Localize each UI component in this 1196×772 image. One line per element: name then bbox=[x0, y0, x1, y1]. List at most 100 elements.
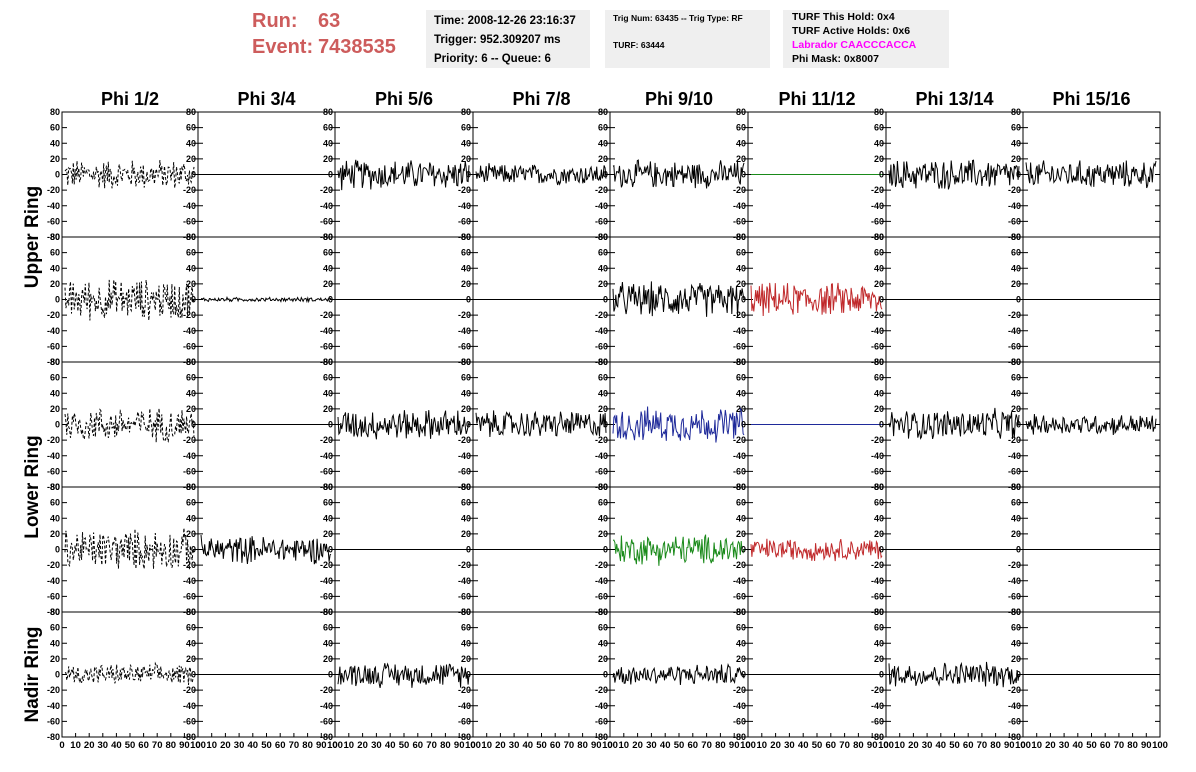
y-tick-label: 20 bbox=[323, 529, 333, 539]
turf-info-panel: TURF This Hold: 0x4 TURF Active Holds: 0… bbox=[783, 10, 949, 68]
y-tick-label: -20 bbox=[183, 185, 196, 195]
waveform-trace bbox=[612, 534, 745, 566]
y-tick-label: -40 bbox=[320, 326, 333, 336]
x-tick-label: 30 bbox=[98, 740, 109, 751]
y-tick-label: 80 bbox=[1011, 607, 1021, 617]
y-tick-label: 20 bbox=[736, 279, 746, 289]
y-tick-label: 80 bbox=[1011, 357, 1021, 367]
x-tick-label: 100 bbox=[1015, 740, 1031, 751]
y-tick-label: 20 bbox=[50, 529, 60, 539]
y-tick-label: 20 bbox=[1011, 279, 1021, 289]
y-tick-label: -40 bbox=[595, 451, 608, 461]
y-tick-label: -40 bbox=[871, 701, 884, 711]
y-tick-label: 0 bbox=[55, 670, 60, 680]
y-tick-label: 80 bbox=[874, 482, 884, 492]
y-tick-label: 40 bbox=[461, 388, 471, 398]
y-tick-label: -40 bbox=[183, 576, 196, 586]
y-tick-label: 60 bbox=[1011, 123, 1021, 133]
y-tick-label: 20 bbox=[461, 529, 471, 539]
y-tick-label: -60 bbox=[733, 716, 746, 726]
x-tick-label: 50 bbox=[674, 740, 685, 751]
y-tick-label: 80 bbox=[186, 232, 196, 242]
y-tick-label: -20 bbox=[320, 185, 333, 195]
y-tick-label: 0 bbox=[1016, 670, 1021, 680]
y-tick-label: -20 bbox=[47, 560, 60, 570]
waveform-trace bbox=[64, 279, 195, 321]
turf-this-hold-text: TURF This Hold: 0x4 bbox=[792, 11, 895, 23]
x-tick-label: 30 bbox=[922, 740, 933, 751]
y-tick-label: 20 bbox=[598, 154, 608, 164]
y-tick-label: 80 bbox=[50, 482, 60, 492]
x-tick-label: 10 bbox=[344, 740, 355, 751]
y-tick-label: 0 bbox=[603, 170, 608, 180]
y-tick-label: 0 bbox=[466, 545, 471, 555]
waveform-trace bbox=[337, 159, 470, 191]
ring-label: Lower Ring bbox=[22, 435, 43, 538]
x-tick-label: 70 bbox=[426, 740, 437, 751]
y-tick-label: 40 bbox=[186, 388, 196, 398]
y-tick-label: -80 bbox=[47, 232, 60, 242]
y-tick-label: 0 bbox=[191, 170, 196, 180]
y-tick-label: -80 bbox=[733, 732, 746, 742]
y-tick-label: 20 bbox=[736, 654, 746, 664]
y-tick-label: 60 bbox=[1011, 373, 1021, 383]
y-tick-label: 0 bbox=[328, 170, 333, 180]
y-tick-label: 20 bbox=[874, 529, 884, 539]
y-tick-label: -20 bbox=[458, 310, 471, 320]
y-tick-label: 0 bbox=[741, 545, 746, 555]
y-tick-label: 40 bbox=[186, 513, 196, 523]
x-tick-label: 0 bbox=[745, 740, 750, 751]
y-tick-label: 20 bbox=[598, 529, 608, 539]
y-tick-label: -20 bbox=[871, 435, 884, 445]
y-tick-label: 60 bbox=[598, 623, 608, 633]
y-tick-label: 0 bbox=[741, 295, 746, 305]
y-tick-label: 40 bbox=[874, 138, 884, 148]
y-tick-label: -20 bbox=[47, 310, 60, 320]
y-tick-label: 40 bbox=[323, 263, 333, 273]
x-tick-label: 30 bbox=[784, 740, 795, 751]
y-tick-label: 20 bbox=[874, 279, 884, 289]
y-tick-label: 20 bbox=[323, 279, 333, 289]
x-tick-label: 40 bbox=[660, 740, 671, 751]
y-tick-label: -20 bbox=[183, 685, 196, 695]
y-tick-label: 60 bbox=[186, 123, 196, 133]
y-tick-label: 80 bbox=[323, 107, 333, 117]
x-tick-label: 70 bbox=[839, 740, 850, 751]
x-tick-label: 90 bbox=[179, 740, 190, 751]
x-tick-label: 0 bbox=[607, 740, 612, 751]
y-tick-label: -20 bbox=[183, 310, 196, 320]
y-tick-label: 60 bbox=[1011, 248, 1021, 258]
y-tick-label: 80 bbox=[461, 482, 471, 492]
y-tick-label: 80 bbox=[186, 107, 196, 117]
y-tick-label: -40 bbox=[1008, 201, 1021, 211]
y-tick-label: 20 bbox=[186, 279, 196, 289]
y-tick-label: 40 bbox=[598, 513, 608, 523]
y-tick-label: -20 bbox=[1008, 185, 1021, 195]
y-tick-label: -40 bbox=[47, 201, 60, 211]
x-tick-label: 0 bbox=[59, 740, 64, 751]
y-tick-label: 40 bbox=[323, 638, 333, 648]
y-tick-label: 80 bbox=[736, 357, 746, 367]
y-tick-label: 80 bbox=[736, 607, 746, 617]
y-tick-label: 20 bbox=[1011, 654, 1021, 664]
x-tick-label: 20 bbox=[632, 740, 643, 751]
y-tick-label: -40 bbox=[733, 451, 746, 461]
x-tick-label: 100 bbox=[1152, 740, 1168, 751]
x-tick-label: 20 bbox=[908, 740, 919, 751]
y-tick-label: 20 bbox=[736, 404, 746, 414]
y-tick-label: -60 bbox=[871, 591, 884, 601]
y-tick-label: -60 bbox=[320, 466, 333, 476]
y-tick-label: 80 bbox=[50, 107, 60, 117]
y-tick-label: -40 bbox=[595, 701, 608, 711]
x-tick-label: 80 bbox=[853, 740, 864, 751]
x-tick-label: 10 bbox=[894, 740, 905, 751]
panel-frame bbox=[1022, 111, 1161, 238]
y-tick-label: 0 bbox=[603, 670, 608, 680]
y-tick-label: 80 bbox=[874, 357, 884, 367]
y-tick-label: 20 bbox=[598, 654, 608, 664]
waveform-trace bbox=[612, 406, 745, 443]
y-tick-label: -60 bbox=[1008, 341, 1021, 351]
x-tick-label: 30 bbox=[1059, 740, 1070, 751]
y-tick-label: -20 bbox=[183, 560, 196, 570]
y-tick-label: 80 bbox=[598, 607, 608, 617]
